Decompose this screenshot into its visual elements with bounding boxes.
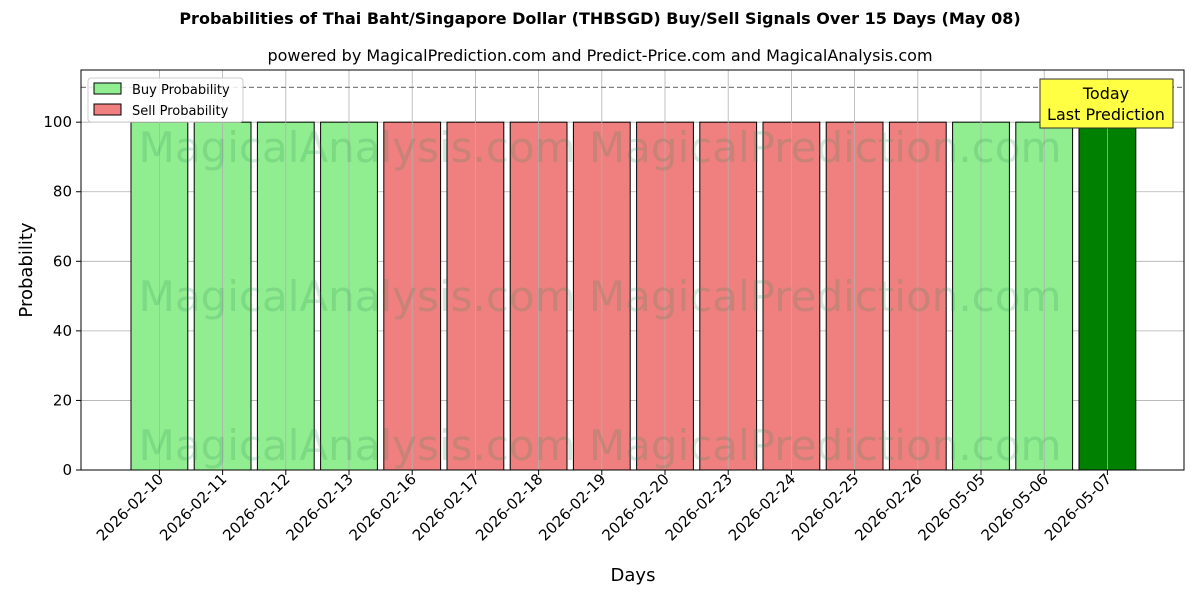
x-tick-label: 2026-02-13: [282, 470, 356, 544]
today-annotation-box: [1039, 78, 1174, 129]
x-tick-label: 2026-02-25: [788, 470, 862, 544]
legend-swatch-sell: [93, 103, 122, 116]
x-tick-label: 2026-02-11: [156, 470, 230, 544]
x-axis-label: Days: [611, 565, 656, 586]
today-annotation-line2: Last Prediction: [1047, 105, 1165, 124]
x-tick-label: 2026-02-20: [598, 470, 672, 544]
x-tick-label: 2026-02-16: [346, 470, 420, 544]
y-tick-label: 0: [62, 461, 72, 479]
x-tick-label: 2026-05-05: [914, 470, 988, 544]
x-tick-label: 2026-05-06: [978, 470, 1052, 544]
watermark-text: MagicalAnalysis.com MagicalPrediction.co…: [139, 272, 1062, 321]
x-tick-label: 2026-02-23: [662, 470, 736, 544]
y-tick-label: 60: [53, 252, 72, 270]
y-tick-label: 80: [53, 183, 72, 201]
x-tick-label: 2026-02-26: [851, 470, 925, 544]
legend-swatch-buy: [93, 82, 122, 95]
legend-label-buy: Buy Probability: [132, 83, 230, 98]
x-tick-label: 2026-02-12: [219, 470, 293, 544]
x-tick-label: 2026-02-19: [535, 470, 609, 544]
legend-label-sell: Sell Probability: [132, 104, 229, 119]
y-tick-label: 20: [53, 391, 72, 409]
legend-box: [87, 77, 244, 123]
x-tick-label: 2026-02-17: [409, 470, 483, 544]
watermark-text: MagicalAnalysis.com MagicalPrediction.co…: [139, 123, 1062, 172]
y-tick-label: 40: [53, 322, 72, 340]
plot-frame: [80, 69, 1185, 471]
chart-subtitle: powered by MagicalPrediction.com and Pre…: [267, 46, 933, 65]
x-tick-label: 2026-02-10: [93, 470, 167, 544]
x-tick-label: 2026-02-18: [472, 470, 546, 544]
today-annotation-line1: Today: [1082, 84, 1129, 103]
x-tick-label: 2026-02-24: [725, 470, 799, 544]
y-axis-label: Probability: [16, 222, 37, 317]
x-tick-label: 2026-05-07: [1041, 470, 1115, 544]
chart-title: Probabilities of Thai Baht/Singapore Dol…: [179, 9, 1021, 28]
watermark-text: MagicalAnalysis.com MagicalPrediction.co…: [139, 421, 1062, 470]
y-tick-label: 100: [43, 113, 72, 131]
